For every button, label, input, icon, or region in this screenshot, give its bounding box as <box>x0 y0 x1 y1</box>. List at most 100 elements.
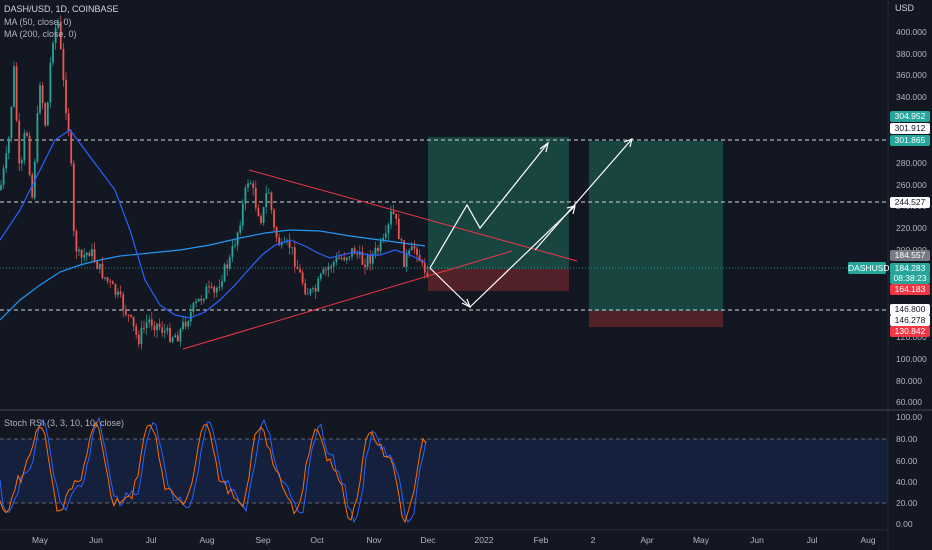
candle-body <box>312 288 314 290</box>
stoch-band-fill <box>0 439 888 503</box>
candle-body <box>148 319 151 323</box>
price-label: 184.283 <box>890 263 930 274</box>
candle-body <box>208 286 210 288</box>
candle-body <box>5 153 8 169</box>
price-tick-label: 340.000 <box>896 92 927 102</box>
candle-body <box>122 294 125 310</box>
candle-body <box>293 247 296 267</box>
candle-body <box>244 187 247 204</box>
candle-body <box>85 252 88 256</box>
candle-body <box>130 314 132 317</box>
candle-body <box>65 79 67 114</box>
price-tick-label: 120.000 <box>896 332 927 342</box>
candle-body <box>291 247 294 249</box>
stoch-rsi-legend[interactable]: Stoch RSI (3, 3, 10, 10, close) <box>4 418 125 428</box>
symbol-title[interactable]: DASH/USD, 1D, COINBASE <box>4 4 119 14</box>
triangle-lower-trendline[interactable] <box>182 250 513 350</box>
price-tick-label: 360.000 <box>896 70 927 80</box>
candle-body <box>111 281 114 285</box>
candle-body <box>338 257 340 259</box>
candle-body <box>371 253 374 264</box>
stoch-k-line[interactable] <box>0 416 427 524</box>
candle-body <box>301 272 304 284</box>
candle-body <box>319 273 322 279</box>
ma50-legend[interactable]: MA (50, close, 0) <box>4 17 72 27</box>
ma50-line[interactable] <box>0 129 426 319</box>
candle-body <box>332 262 335 267</box>
candle-body <box>234 245 236 247</box>
candle-body <box>345 257 348 261</box>
projection-arrows[interactable] <box>429 138 633 309</box>
candle-body <box>88 252 91 257</box>
time-tick-label: Jul <box>145 535 157 545</box>
stoch-d-line[interactable] <box>0 421 427 524</box>
candle-body <box>195 301 197 304</box>
candle-body <box>158 323 161 328</box>
position-2-target-zone[interactable] <box>589 141 723 311</box>
candle-body <box>44 103 47 126</box>
candle-body <box>348 256 351 258</box>
candle-body <box>49 62 52 103</box>
candle-body <box>379 241 382 252</box>
candle-body <box>215 287 218 293</box>
candle-body <box>421 261 424 263</box>
candle-body <box>54 27 57 44</box>
candle-body <box>7 138 10 154</box>
candle-body <box>265 193 268 208</box>
position-2-stop-zone[interactable] <box>589 311 723 327</box>
candle-body <box>410 246 413 251</box>
candle-body <box>91 249 93 257</box>
candle-body <box>176 335 179 342</box>
candle-body <box>145 322 148 328</box>
candle-body <box>96 261 99 270</box>
ma200-line[interactable] <box>0 229 426 321</box>
candle-body <box>124 309 127 315</box>
price-tick-label: 80.000 <box>896 376 922 386</box>
symbol-price-tag: DASHUSD <box>848 262 890 274</box>
time-tick-label: Apr <box>640 535 654 545</box>
candle-body <box>52 43 54 63</box>
candle-body <box>356 254 359 256</box>
price-tick-label: 100.000 <box>896 354 927 364</box>
price-label: 304.952 <box>890 111 930 122</box>
ma200-legend[interactable]: MA (200, close, 0) <box>4 29 77 39</box>
candle-body <box>260 216 262 223</box>
candle-body <box>200 298 203 301</box>
position-1-target-zone[interactable] <box>428 137 569 269</box>
candle-body <box>221 281 223 287</box>
candle-body <box>83 255 86 258</box>
price-tick-label: 60.000 <box>896 397 922 407</box>
time-tick-label: May <box>31 535 49 545</box>
candle-body <box>119 291 122 295</box>
candle-body <box>226 264 229 269</box>
price-label: 146.800 <box>890 304 930 315</box>
candle-body <box>239 225 242 233</box>
candle-body <box>174 335 177 338</box>
time-tick-label: Nov <box>366 535 382 545</box>
candle-body <box>296 266 299 270</box>
candle-body <box>41 85 44 104</box>
candle-body <box>299 269 301 273</box>
currency-label[interactable]: USD <box>895 3 915 13</box>
time-tick-label: Dec <box>420 535 436 545</box>
price-candles[interactable] <box>0 15 429 350</box>
candle-body <box>306 293 309 295</box>
candle-body <box>340 257 343 259</box>
price-label: 184.557 <box>890 250 930 261</box>
candle-body <box>163 331 166 333</box>
candle-body <box>270 192 273 210</box>
price-tick-label: 220.000 <box>896 223 927 233</box>
candle-body <box>330 266 333 268</box>
price-tick-label: 280.000 <box>896 158 927 168</box>
candle-body <box>317 278 320 292</box>
candle-body <box>166 328 169 332</box>
candle-body <box>75 231 78 252</box>
time-tick-label: 2 <box>590 535 596 545</box>
price-label: 130.842 <box>890 326 930 337</box>
price-label: 08:38:23 <box>890 273 930 284</box>
time-tick-label: May <box>692 535 710 545</box>
candle-body <box>408 250 411 255</box>
candle-body <box>140 327 143 345</box>
triangle-upper-trendline[interactable] <box>248 169 578 262</box>
